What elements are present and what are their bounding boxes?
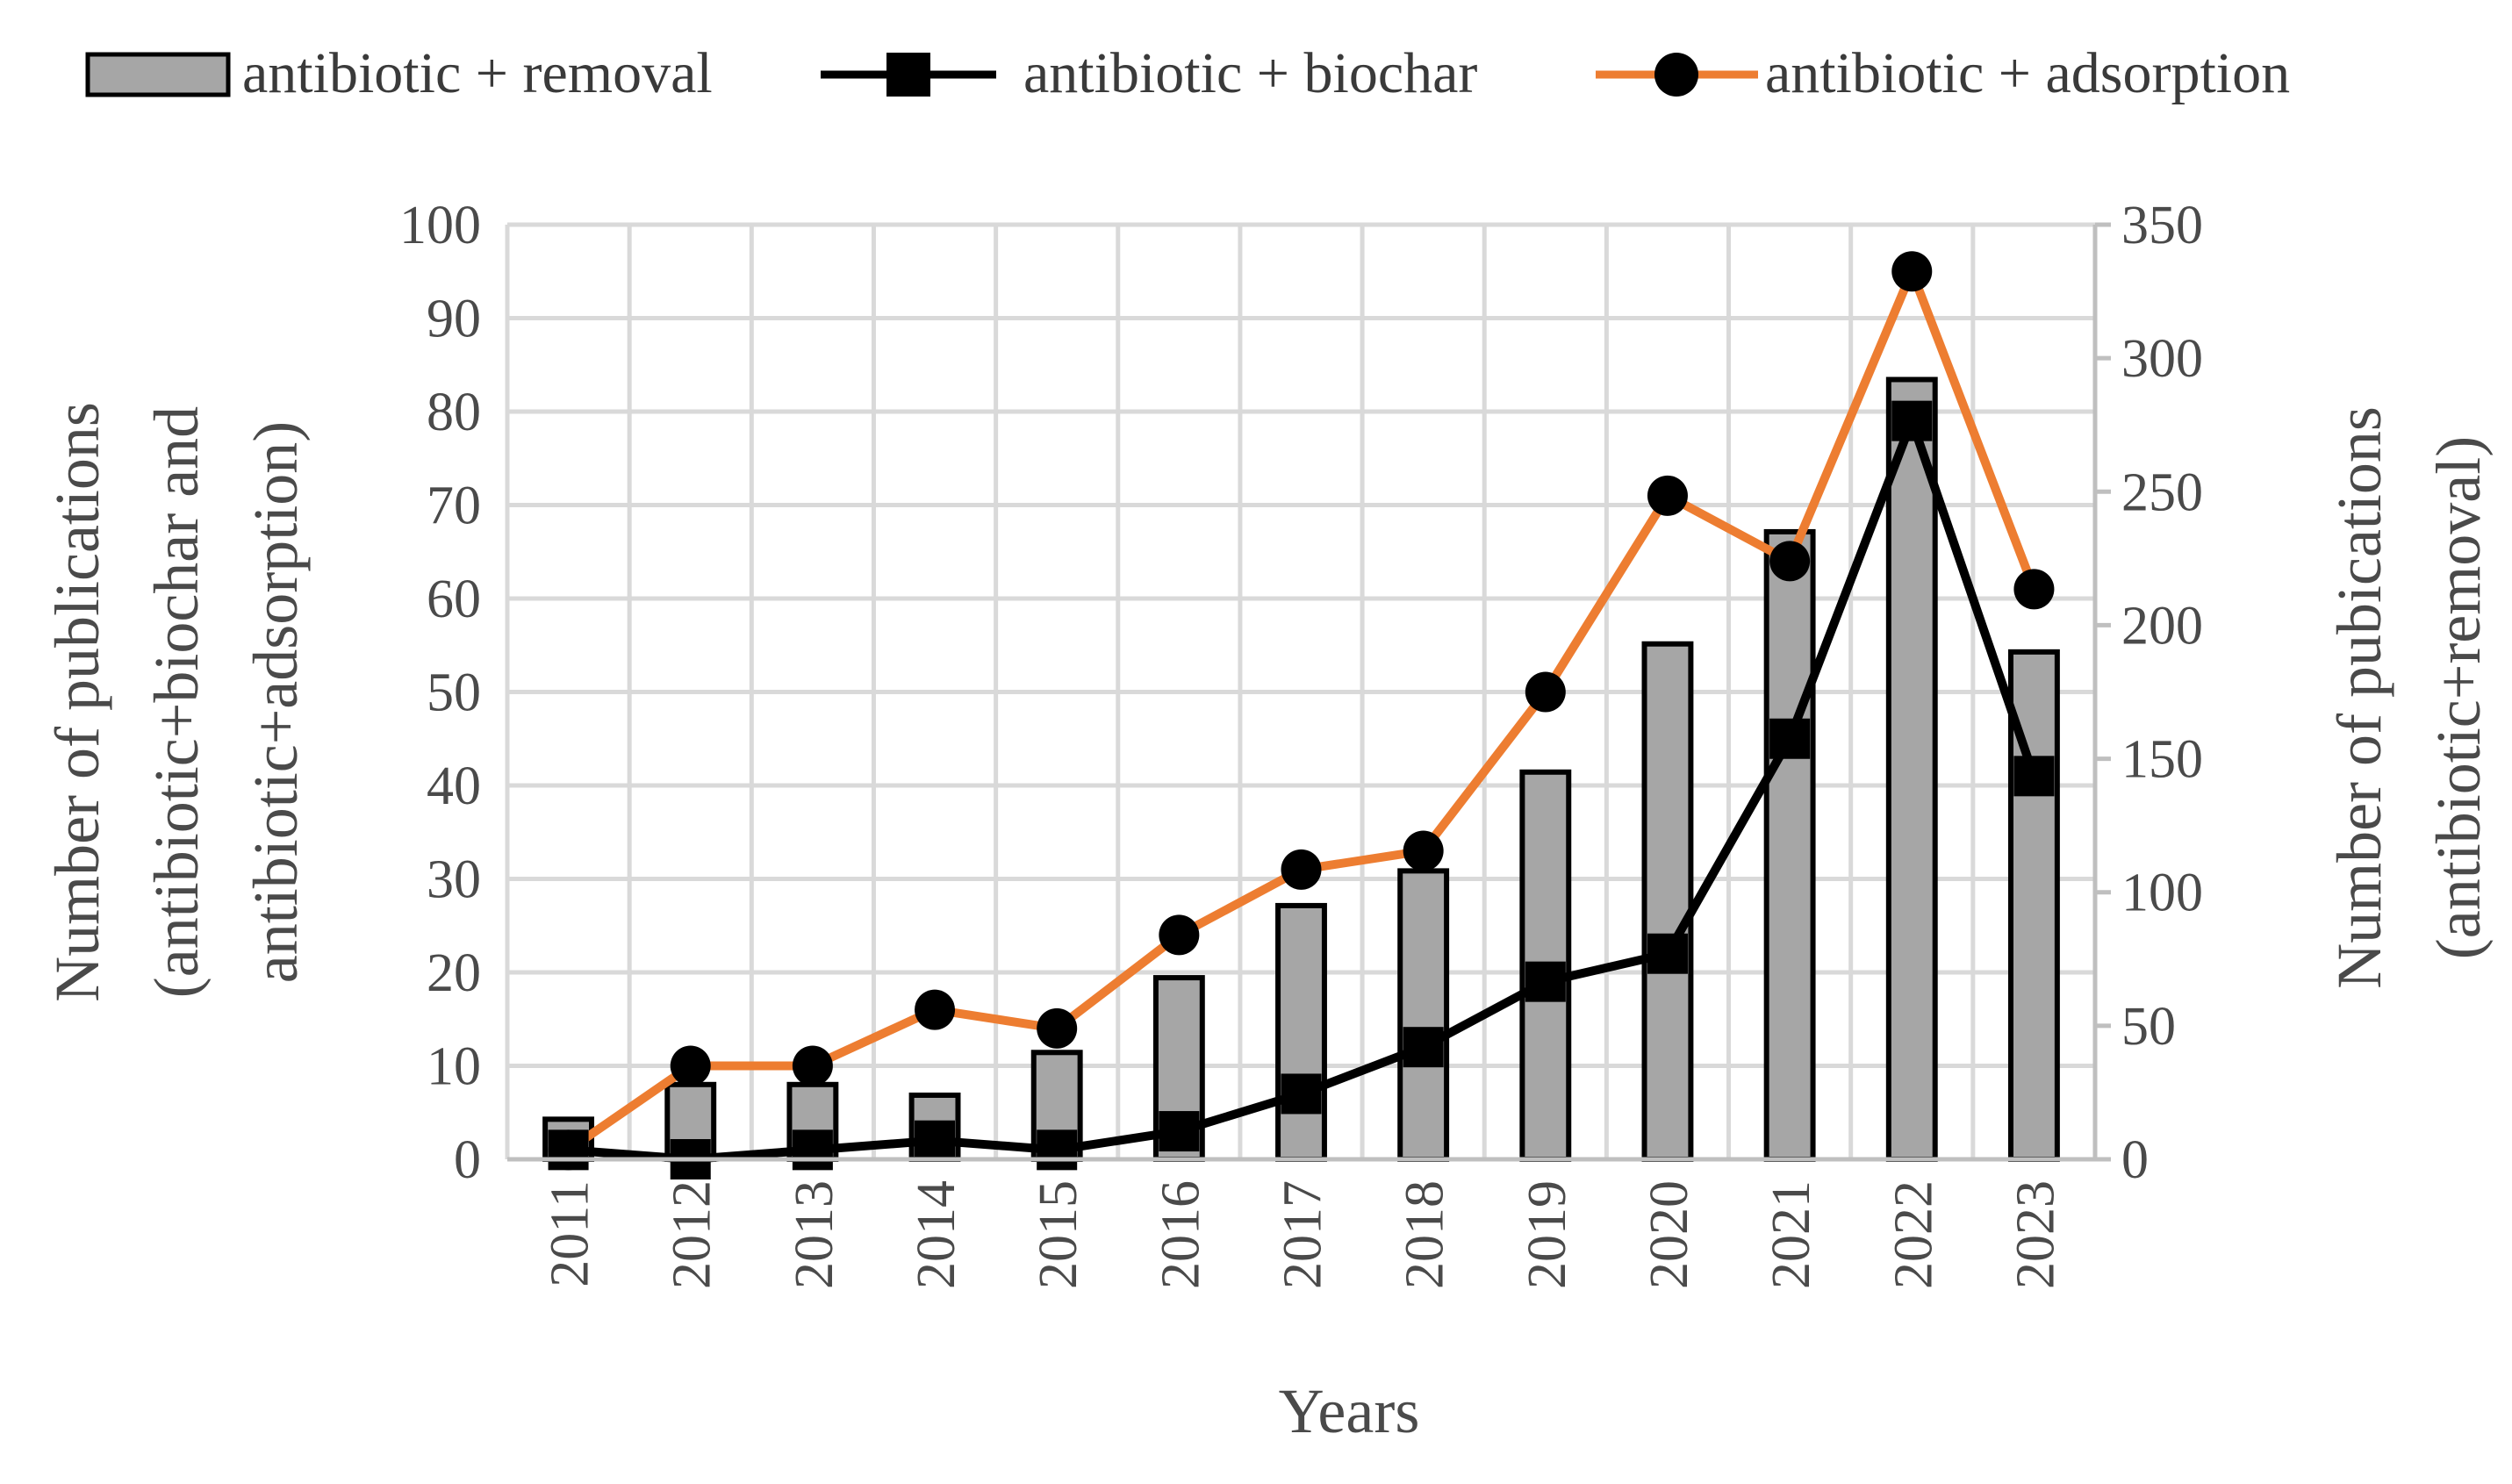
left-tick-label: 0: [454, 1130, 481, 1190]
point-adsorption-2019: [1525, 671, 1566, 713]
x-tick-label-2015: 2015: [1029, 1180, 1088, 1289]
right-tick-label: 250: [2121, 462, 2203, 522]
legend-label-adsorption: antibiotic + adsorption: [1765, 41, 2290, 105]
left-tick-label: 20: [427, 943, 481, 1003]
legend-marker-adsorption: [1654, 53, 1698, 97]
point-biochar-2013: [792, 1129, 833, 1171]
bar-2021: [1763, 528, 1816, 1162]
left-tick-label: 10: [427, 1037, 481, 1097]
axes: [507, 222, 2111, 1162]
right-tick-label: 50: [2121, 997, 2176, 1057]
x-tick-label-2013: 2013: [785, 1180, 844, 1289]
point-adsorption-2021: [1769, 541, 1811, 582]
left-tick-label: 60: [427, 570, 481, 629]
left-axis-title: Number of publications (antibiotic+bioch…: [42, 402, 311, 1002]
x-tick-label-2020: 2020: [1640, 1180, 1699, 1289]
point-adsorption-2014: [915, 989, 956, 1030]
x-tick-label-2011: 2011: [541, 1180, 600, 1287]
left-tick-label: 100: [399, 196, 481, 255]
x-tick-label-2012: 2012: [663, 1180, 722, 1289]
left-axis-title-line-1: Number of publications: [42, 402, 112, 1002]
point-adsorption-2012: [670, 1045, 711, 1086]
right-tick-label: 100: [2121, 864, 2203, 923]
x-tick-label-2016: 2016: [1151, 1180, 1210, 1289]
point-biochar-2021: [1769, 718, 1811, 759]
point-adsorption-2016: [1159, 914, 1200, 956]
left-axis-ticks: 0 10 20 30 40 50 60 70 80 90 100: [399, 196, 481, 1190]
line-series: [548, 251, 2055, 1179]
x-axis-title: Years: [1279, 1376, 1420, 1446]
point-adsorption-2011: [548, 1129, 589, 1171]
point-adsorption-2020: [1647, 475, 1688, 516]
bar-series: [542, 376, 2060, 1163]
point-biochar-2023: [2013, 756, 2055, 797]
legend-label-removal: antibiotic + removal: [242, 41, 713, 105]
legend: antibiotic + removal antibiotic + biocha…: [85, 41, 2290, 105]
right-axis-title-line-1: Number of pubications: [2324, 406, 2394, 989]
right-axis-ticks: 0 50 100 150 200 250 300 350: [2121, 196, 2203, 1190]
bar-2017: [1275, 902, 1327, 1163]
bar-2022: [1885, 376, 1938, 1162]
left-tick-label: 30: [427, 850, 481, 910]
right-tick-label: 350: [2121, 196, 2203, 255]
bar-2018: [1397, 868, 1450, 1162]
right-axis-title-line-2: (antibiotic+removal): [2423, 436, 2494, 959]
point-biochar-2019: [1525, 961, 1566, 1002]
left-tick-label: 50: [427, 663, 481, 723]
point-biochar-2015: [1037, 1129, 1078, 1171]
point-biochar-2017: [1281, 1073, 1322, 1115]
left-tick-label: 90: [427, 290, 481, 349]
point-biochar-2016: [1159, 1111, 1200, 1152]
x-axis-ticks: 2011 2012 2013 2014 2015 2016 2017 2018 2019 2020…: [541, 1180, 2066, 1289]
right-axis-title: Number of pubications (antibiotic+remova…: [2324, 406, 2494, 989]
point-adsorption-2017: [1281, 849, 1322, 890]
x-tick-label-2019: 2019: [1518, 1180, 1577, 1289]
point-adsorption-2015: [1037, 1007, 1078, 1049]
x-tick-label-2021: 2021: [1762, 1180, 1821, 1289]
point-biochar-2018: [1403, 1027, 1444, 1068]
legend-label-biochar: antibiotic + biochar: [1023, 41, 1477, 105]
right-tick-label: 0: [2121, 1130, 2149, 1190]
point-adsorption-2023: [2013, 569, 2055, 610]
right-tick-label: 200: [2121, 596, 2203, 656]
legend-marker-biochar: [886, 53, 930, 97]
gridlines: [505, 222, 2098, 1162]
left-tick-label: 80: [427, 383, 481, 442]
right-tick-label: 150: [2121, 730, 2203, 790]
point-adsorption-2018: [1403, 830, 1444, 871]
left-axis-title-line-2: (antibiotic+biochar and: [141, 406, 212, 998]
bar-2020: [1641, 641, 1694, 1162]
x-tick-label-2022: 2022: [1884, 1180, 1943, 1289]
point-biochar-2014: [915, 1120, 956, 1161]
point-biochar-2022: [1891, 400, 1933, 441]
left-axis-title-line-3: antibiotic+adsorption): [240, 421, 311, 983]
x-tick-label-2018: 2018: [1396, 1180, 1455, 1289]
x-tick-label-2017: 2017: [1274, 1180, 1333, 1289]
point-adsorption-2013: [792, 1045, 833, 1086]
point-biochar-2020: [1647, 933, 1688, 974]
legend-swatch-removal: [85, 52, 231, 97]
point-adsorption-2022: [1891, 251, 1933, 292]
left-tick-label: 70: [427, 477, 481, 536]
x-tick-label-2023: 2023: [2006, 1180, 2065, 1289]
right-tick-label: 300: [2121, 329, 2203, 389]
left-tick-label: 40: [427, 756, 481, 816]
x-tick-label-2014: 2014: [907, 1180, 966, 1289]
